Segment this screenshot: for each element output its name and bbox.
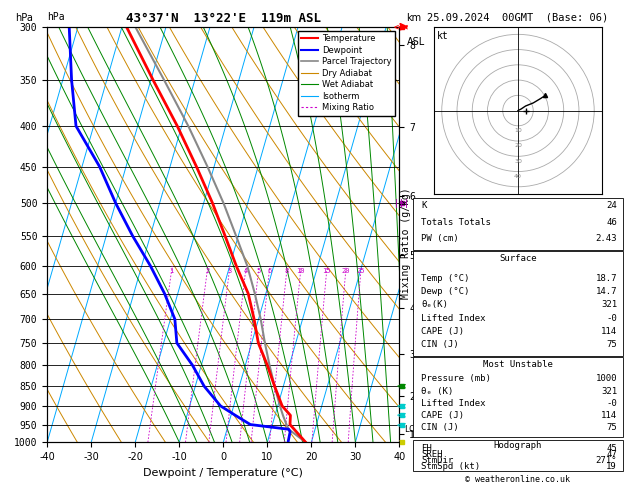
Text: 20: 20 <box>514 143 522 148</box>
Text: hPa: hPa <box>47 12 65 22</box>
Text: 40: 40 <box>514 174 522 179</box>
Text: -0: -0 <box>606 313 617 323</box>
Text: 46: 46 <box>606 218 617 227</box>
FancyBboxPatch shape <box>413 198 623 250</box>
Text: ASL: ASL <box>406 37 425 47</box>
Text: 8: 8 <box>285 267 289 274</box>
Text: θₑ(K): θₑ(K) <box>421 300 448 310</box>
Text: <<: << <box>396 420 406 429</box>
Text: K: K <box>421 202 426 210</box>
Text: 114: 114 <box>601 411 617 420</box>
Text: 43°37'N  13°22'E  119m ASL: 43°37'N 13°22'E 119m ASL <box>126 12 321 25</box>
Text: θₑ (K): θₑ (K) <box>421 387 454 396</box>
Text: 45: 45 <box>606 444 617 453</box>
Text: 6: 6 <box>267 267 272 274</box>
Text: 10: 10 <box>296 267 305 274</box>
Text: |||: ||| <box>394 199 409 208</box>
Text: 30: 30 <box>514 158 522 164</box>
Text: 25.09.2024  00GMT  (Base: 06): 25.09.2024 00GMT (Base: 06) <box>427 12 609 22</box>
Text: SREH: SREH <box>421 451 443 459</box>
Text: Dewp (°C): Dewp (°C) <box>421 287 469 296</box>
Text: 1000: 1000 <box>596 374 617 383</box>
Text: km: km <box>406 13 421 22</box>
X-axis label: Dewpoint / Temperature (°C): Dewpoint / Temperature (°C) <box>143 468 303 478</box>
Text: 14.7: 14.7 <box>596 287 617 296</box>
Text: LCL: LCL <box>404 425 419 434</box>
Text: 75: 75 <box>606 340 617 349</box>
Text: 1: 1 <box>169 267 174 274</box>
Text: 19: 19 <box>606 462 617 471</box>
Text: 321: 321 <box>601 300 617 310</box>
Text: kt: kt <box>437 31 449 41</box>
Text: 2.43: 2.43 <box>596 234 617 243</box>
Text: Mixing Ratio (g/kg): Mixing Ratio (g/kg) <box>401 187 411 299</box>
Text: 3: 3 <box>227 267 231 274</box>
FancyBboxPatch shape <box>413 440 623 471</box>
Text: 114: 114 <box>601 327 617 336</box>
Text: Most Unstable: Most Unstable <box>483 360 553 368</box>
Text: CAPE (J): CAPE (J) <box>421 411 464 420</box>
Text: 4: 4 <box>243 267 248 274</box>
FancyBboxPatch shape <box>413 251 623 356</box>
Text: <<: << <box>396 382 406 391</box>
Text: Totals Totals: Totals Totals <box>421 218 491 227</box>
Text: -0: -0 <box>606 399 617 408</box>
Text: Temp (°C): Temp (°C) <box>421 274 469 283</box>
Text: <<<: <<< <box>394 22 409 31</box>
Text: Lifted Index: Lifted Index <box>421 399 486 408</box>
Text: 18.7: 18.7 <box>596 274 617 283</box>
Text: <<: << <box>396 401 406 410</box>
Text: StmSpd (kt): StmSpd (kt) <box>421 462 480 471</box>
Text: 2: 2 <box>205 267 209 274</box>
Text: PW (cm): PW (cm) <box>421 234 459 243</box>
Text: Hodograph: Hodograph <box>494 441 542 450</box>
Text: 25: 25 <box>357 267 365 274</box>
Text: 5: 5 <box>257 267 260 274</box>
Text: 321: 321 <box>601 387 617 396</box>
Text: 20: 20 <box>342 267 350 274</box>
Text: 47: 47 <box>606 451 617 459</box>
Text: hPa: hPa <box>16 13 33 22</box>
Text: 10: 10 <box>514 128 522 133</box>
Text: © weatheronline.co.uk: © weatheronline.co.uk <box>465 474 571 484</box>
Text: 15: 15 <box>323 267 331 274</box>
Text: <<: << <box>396 411 406 420</box>
Text: StmDir: StmDir <box>421 456 454 466</box>
Text: 271°: 271° <box>596 456 617 466</box>
Text: v: v <box>399 438 404 447</box>
Text: CIN (J): CIN (J) <box>421 340 459 349</box>
FancyBboxPatch shape <box>413 357 623 437</box>
Text: Surface: Surface <box>499 254 537 263</box>
Legend: Temperature, Dewpoint, Parcel Trajectory, Dry Adiabat, Wet Adiabat, Isotherm, Mi: Temperature, Dewpoint, Parcel Trajectory… <box>298 31 395 116</box>
Text: Pressure (mb): Pressure (mb) <box>421 374 491 383</box>
Text: EH: EH <box>421 444 431 453</box>
Text: 75: 75 <box>606 423 617 432</box>
Text: CIN (J): CIN (J) <box>421 423 459 432</box>
Text: CAPE (J): CAPE (J) <box>421 327 464 336</box>
Text: 24: 24 <box>606 202 617 210</box>
Text: Lifted Index: Lifted Index <box>421 313 486 323</box>
